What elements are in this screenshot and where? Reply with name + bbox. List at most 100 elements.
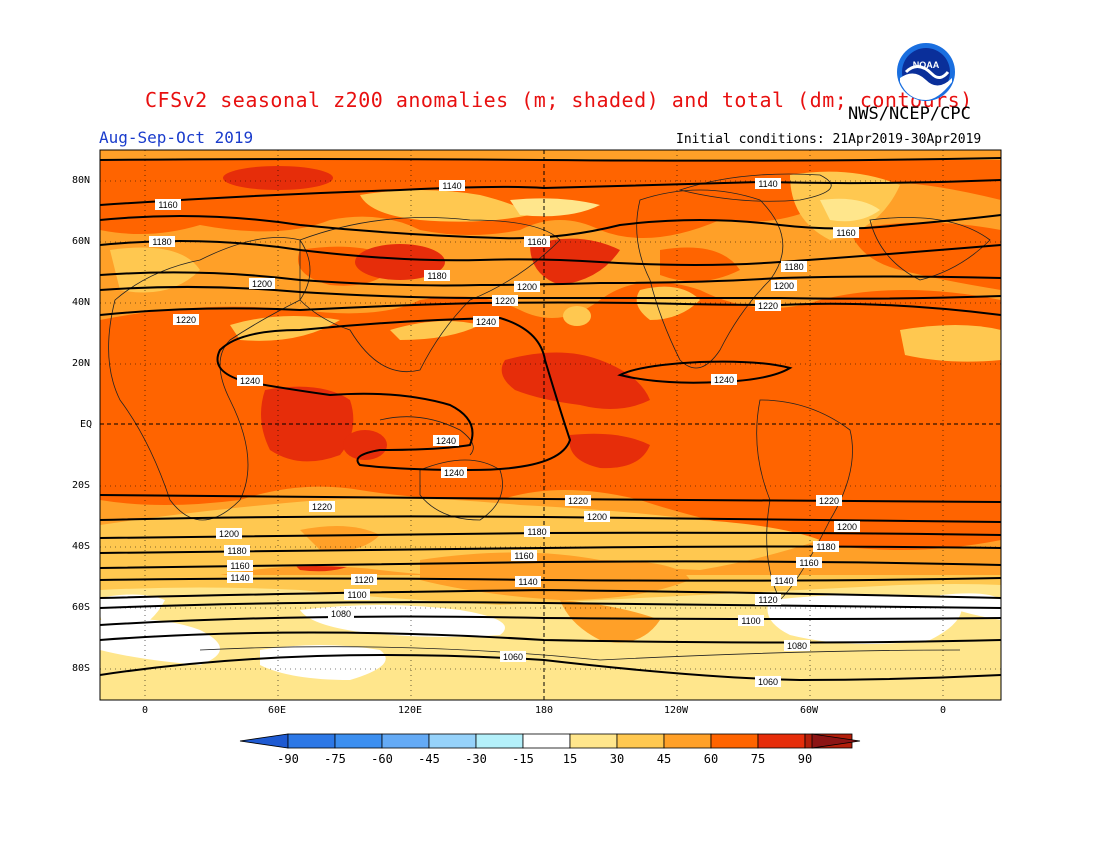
colorbar-tick-label: 60 [703, 752, 719, 766]
contour-label: 1200 [834, 521, 860, 532]
lon-label: 60E [268, 705, 287, 716]
contour-label: 1220 [492, 295, 518, 306]
colorbar-tick-label: -45 [418, 752, 440, 766]
lat-label: 60S [72, 602, 91, 613]
svg-text:1140: 1140 [442, 181, 461, 191]
colorbar-cell [428, 733, 477, 749]
contour-label: 1240 [711, 374, 737, 385]
svg-text:1100: 1100 [741, 616, 760, 626]
svg-text:1080: 1080 [331, 609, 351, 619]
lon-label: 0 [142, 705, 149, 716]
lon-label: 120E [398, 705, 423, 716]
lat-label: 80N [72, 175, 91, 186]
contour-label: 1160 [524, 236, 550, 247]
svg-text:1200: 1200 [774, 281, 794, 291]
colorbar-cell [616, 733, 665, 749]
contour-label: 1140 [755, 178, 781, 189]
contour-label: 1220 [309, 501, 335, 512]
season-label: Aug-Sep-Oct 2019 [99, 128, 254, 147]
contour-label: 1240 [473, 316, 499, 327]
svg-text:1160: 1160 [514, 551, 533, 561]
noaa-logo-icon: NOAA [897, 43, 955, 101]
colorbar-cell [522, 733, 571, 749]
svg-text:1160: 1160 [799, 558, 818, 568]
svg-text:1200: 1200 [219, 529, 239, 539]
contour-label: 1180 [813, 541, 839, 552]
colorbar-cell [334, 733, 383, 749]
contour-label: 1220 [173, 314, 199, 325]
contour-label: 1180 [424, 270, 450, 281]
lon-label: 120W [664, 705, 689, 716]
contour-label: 1180 [149, 236, 175, 247]
svg-text:1160: 1160 [836, 228, 855, 238]
contour-label: 1240 [441, 467, 467, 478]
svg-text:1140: 1140 [518, 577, 537, 587]
contour-label: 1200 [771, 280, 797, 291]
lat-label: 40S [72, 541, 91, 552]
svg-text:1180: 1180 [816, 542, 835, 552]
svg-text:1220: 1220 [176, 315, 196, 325]
contour-label: 1160 [511, 550, 537, 561]
svg-text:1140: 1140 [758, 179, 777, 189]
colorbar-tick-label: -15 [512, 752, 534, 766]
contour-label: 1120 [351, 574, 377, 585]
svg-text:1240: 1240 [240, 376, 260, 386]
svg-text:1220: 1220 [312, 502, 332, 512]
svg-text:1200: 1200 [587, 512, 607, 522]
colorbar-cell [757, 733, 806, 749]
svg-text:1080: 1080 [787, 641, 807, 651]
contour-label: 1080 [328, 608, 354, 619]
svg-text:1160: 1160 [158, 200, 177, 210]
svg-text:1120: 1120 [354, 575, 373, 585]
colorbar-right-arrow [811, 733, 861, 749]
contour-label-group: 1140 1140 1160 1160 1160 1180 1180 1180 … [149, 178, 860, 687]
lat-label: 60N [72, 236, 91, 247]
colorbar-tick-label: -60 [371, 752, 393, 766]
svg-text:1120: 1120 [758, 595, 777, 605]
colorbar-tick-label: 15 [562, 752, 578, 766]
lat-label: 80S [72, 663, 91, 674]
colorbar-cell [710, 733, 759, 749]
contour-label: 1140 [515, 576, 541, 587]
colorbar-left-arrow [239, 733, 289, 749]
contour-label: 1160 [796, 557, 822, 568]
svg-text:1220: 1220 [758, 301, 778, 311]
lat-label: 20S [72, 480, 91, 491]
svg-text:1060: 1060 [758, 677, 778, 687]
colorbar-tick-label: -75 [324, 752, 346, 766]
svg-text:1240: 1240 [714, 375, 734, 385]
contour-label: 1240 [237, 375, 263, 386]
contour-label: 1080 [784, 640, 810, 651]
contour-label: 1180 [524, 526, 550, 537]
contour-label: 1220 [816, 495, 842, 506]
svg-text:1240: 1240 [476, 317, 496, 327]
anomaly-shading-75 [223, 166, 650, 572]
lat-label: 40N [72, 297, 91, 308]
contour-label: 1180 [781, 261, 807, 272]
contour-label: 1060 [500, 651, 526, 662]
svg-text:1240: 1240 [444, 468, 464, 478]
svg-text:1200: 1200 [837, 522, 857, 532]
svg-text:1160: 1160 [527, 237, 546, 247]
lat-label: EQ [80, 419, 93, 430]
contour-label: 1220 [565, 495, 591, 506]
svg-text:1220: 1220 [568, 496, 588, 506]
colorbar-cells [287, 733, 853, 749]
svg-text:1180: 1180 [784, 262, 803, 272]
colorbar-tick-label: 75 [750, 752, 766, 766]
colorbar-tick-label: 30 [609, 752, 625, 766]
svg-text:1220: 1220 [819, 496, 839, 506]
contour-label: 1100 [344, 589, 370, 600]
logo-text: NOAA [913, 60, 940, 70]
svg-text:1220: 1220 [495, 296, 515, 306]
contour-label: 1120 [755, 594, 781, 605]
colorbar-tick-label: 90 [797, 752, 813, 766]
map-frame [99, 149, 1002, 701]
svg-text:1200: 1200 [517, 282, 537, 292]
colorbar-tick-label: 45 [656, 752, 672, 766]
contour-label: 1220 [755, 300, 781, 311]
svg-text:1160: 1160 [230, 561, 249, 571]
initial-conditions-label: Initial conditions: 21Apr2019-30Apr2019 [676, 132, 982, 147]
contour-label: 1100 [738, 615, 764, 626]
colorbar-cell [381, 733, 430, 749]
